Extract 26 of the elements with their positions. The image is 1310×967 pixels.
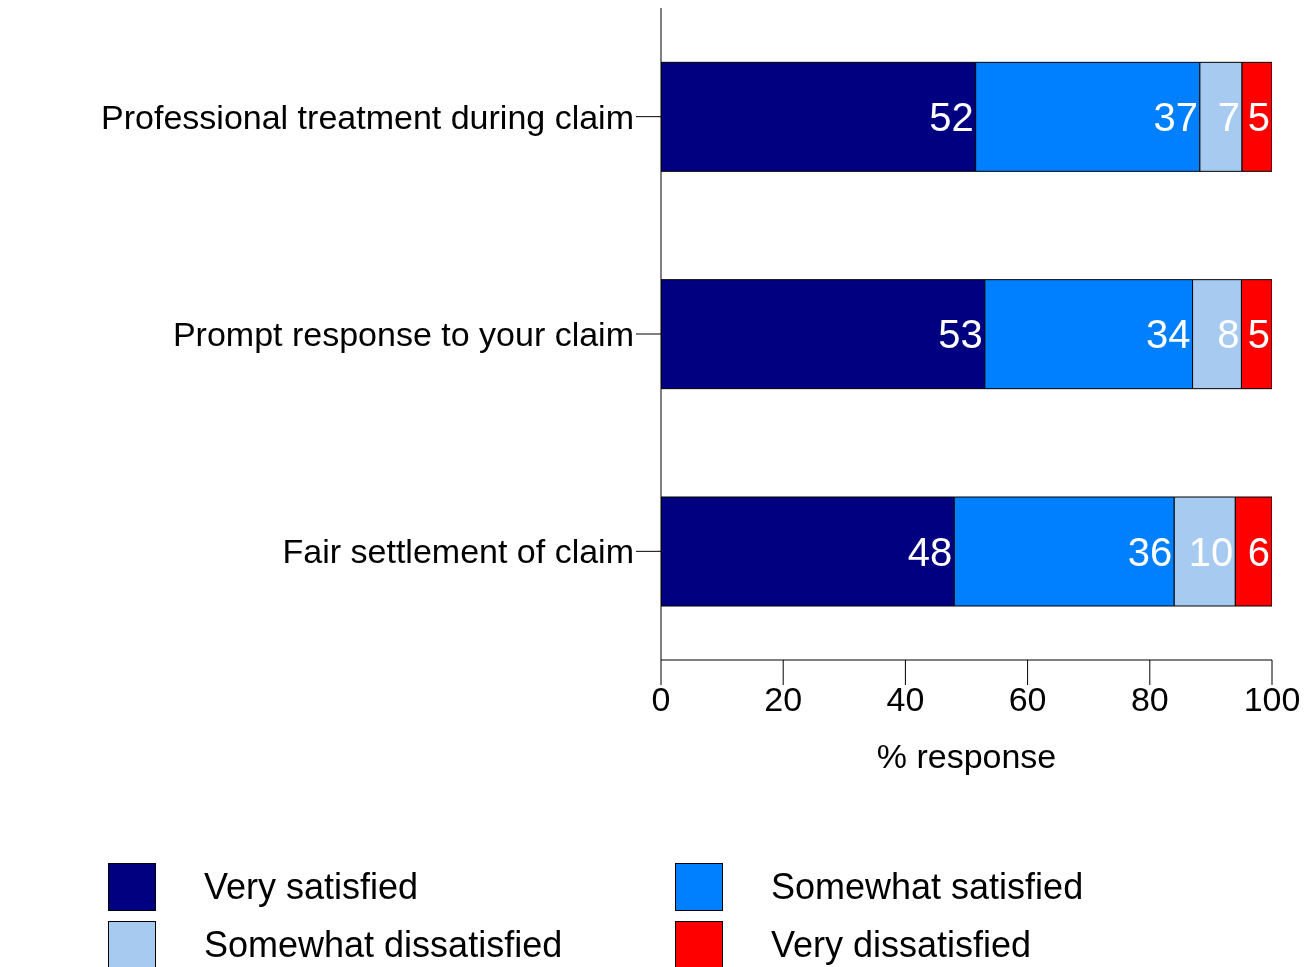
legend-label: Very dissatisfied bbox=[771, 924, 1032, 966]
data-label: 37 bbox=[1153, 94, 1198, 139]
y-tick-label: Professional treatment during claim bbox=[101, 97, 634, 136]
x-tick-label: 100 bbox=[1243, 680, 1301, 719]
x-tick-label: 40 bbox=[886, 680, 925, 719]
data-label: 34 bbox=[1146, 312, 1191, 357]
data-label: 8 bbox=[1217, 312, 1240, 357]
x-tick-label: 60 bbox=[1008, 680, 1047, 719]
y-tick-label: Prompt response to your claim bbox=[172, 315, 634, 354]
data-label: 5 bbox=[1247, 312, 1270, 357]
x-tick-label: 0 bbox=[651, 680, 671, 719]
data-label: 48 bbox=[907, 529, 953, 574]
legend-label: Somewhat satisfied bbox=[771, 866, 1084, 908]
data-label: 52 bbox=[929, 94, 974, 139]
legend-label: Very satisfied bbox=[204, 866, 419, 908]
data-label: 6 bbox=[1247, 529, 1270, 574]
data-label: 10 bbox=[1188, 529, 1234, 574]
x-tick-label: 20 bbox=[764, 680, 803, 719]
legend-label: Somewhat dissatisfied bbox=[204, 924, 563, 966]
data-label: 5 bbox=[1247, 94, 1270, 139]
x-tick-label: 80 bbox=[1130, 680, 1169, 719]
data-label: 7 bbox=[1217, 94, 1241, 139]
data-label: 36 bbox=[1127, 529, 1173, 574]
data-label: 53 bbox=[938, 312, 983, 357]
x-axis-title: % response bbox=[876, 737, 1057, 775]
y-tick-label: Fair settlement of claim bbox=[282, 532, 634, 571]
